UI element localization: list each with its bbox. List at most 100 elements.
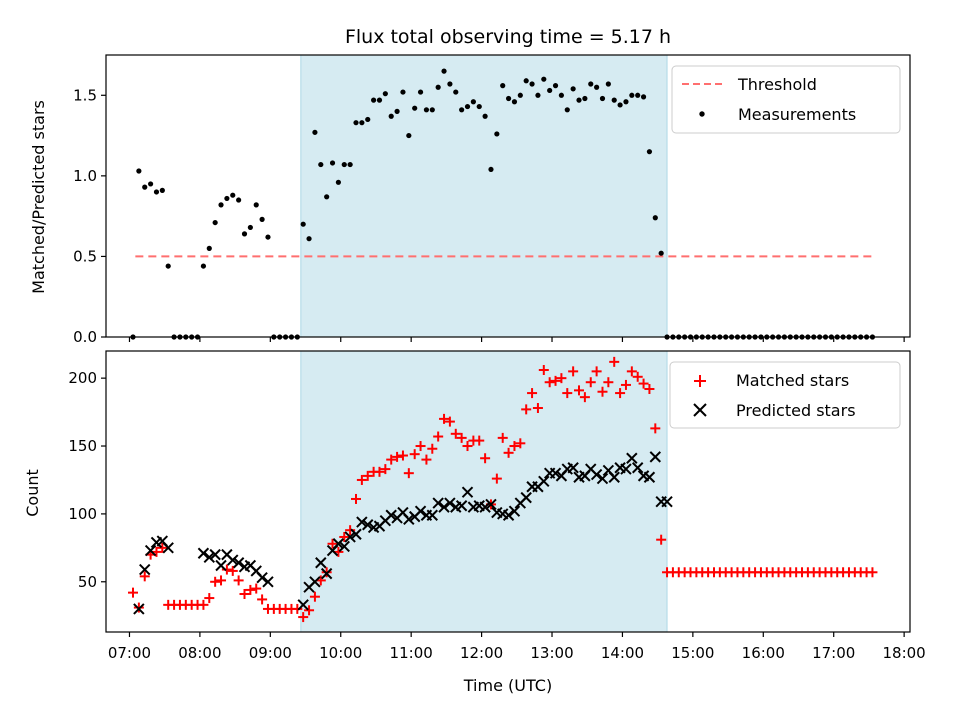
predicted-star-point — [620, 463, 632, 475]
top-y-ticks: 0.0 0.5 1.0 1.5 — [73, 86, 106, 346]
predicted-star-point — [649, 451, 662, 463]
predicted-star-point — [520, 491, 532, 504]
matched-star-point — [327, 538, 338, 549]
matched-star-point — [251, 583, 262, 594]
predicted-star-point — [426, 509, 439, 521]
measurement-point — [482, 113, 488, 119]
measurement-point — [423, 107, 430, 113]
predicted-star-point — [309, 576, 321, 588]
top-y-axis-label: Matched/Predicted stars — [29, 100, 48, 294]
matched-star-point — [221, 564, 232, 575]
measurement-point — [306, 236, 312, 242]
matched-star-point — [415, 441, 426, 452]
predicted-star-point — [444, 497, 456, 509]
measurement-point — [400, 89, 406, 95]
measurement-point — [324, 194, 330, 200]
matched-star-point — [351, 493, 362, 504]
measurement-point — [570, 86, 576, 92]
predicted-star-point — [414, 505, 427, 517]
matched-star-point — [456, 432, 467, 443]
x-tick-label: 15:00 — [671, 644, 714, 662]
legend-predicted-swatch — [693, 403, 707, 417]
measurement-point — [335, 179, 341, 185]
measurement-point — [494, 131, 500, 137]
matched-star-point — [556, 373, 567, 384]
matched-star-point — [356, 474, 367, 485]
matched-star-point — [127, 587, 138, 598]
predicted-star-point — [508, 505, 521, 517]
predicted-star-point — [162, 542, 174, 554]
measurement-point — [159, 187, 165, 193]
bottom-y-axis-label: Count — [23, 469, 42, 517]
predicted-star-point — [549, 467, 562, 479]
matched-star-point — [615, 388, 626, 399]
x-tick-label: 10:00 — [319, 644, 362, 662]
measurement-point — [441, 68, 447, 74]
predicted-star-point — [256, 571, 268, 584]
legend-measurement-swatch — [699, 111, 705, 117]
matched-star-point — [609, 356, 620, 367]
measurement-point — [635, 92, 641, 98]
predicted-star-point — [661, 495, 673, 508]
x-tick-label: 17:00 — [812, 644, 855, 662]
x-tick-label: 18:00 — [883, 644, 926, 662]
measurement-point — [447, 81, 453, 87]
matched-star-point — [638, 378, 649, 389]
predicted-star-point — [590, 468, 603, 481]
measurement-point — [212, 219, 218, 226]
measurement-point — [329, 160, 336, 166]
measurement-point — [224, 195, 230, 202]
measurement-point — [629, 92, 635, 98]
matched-star-point — [515, 438, 526, 449]
matched-star-point — [239, 588, 250, 599]
matched-star-point — [292, 603, 303, 614]
predicted-star-point — [385, 509, 397, 521]
bottom-shaded-span — [300, 350, 668, 633]
x-tick-label: 08:00 — [178, 644, 221, 662]
legend-matched-swatch — [694, 375, 706, 387]
measurement-point — [429, 107, 435, 113]
matched-star-point — [403, 468, 414, 479]
matched-star-point — [632, 371, 643, 382]
predicted-star-point — [356, 516, 368, 528]
measurement-point — [576, 97, 582, 103]
measurement-point — [588, 81, 594, 87]
x-tick-label: 13:00 — [530, 644, 573, 662]
legend-measurement-label: Measurements — [738, 105, 856, 124]
matched-star-points — [127, 356, 878, 623]
measurement-point — [529, 81, 535, 87]
matched-star-point — [527, 388, 538, 399]
measurement-point — [500, 83, 506, 89]
measurement-point — [253, 202, 259, 208]
bottom-axes-frame — [105, 350, 911, 633]
measurement-point — [517, 92, 523, 98]
predicted-star-point — [338, 540, 350, 553]
matched-star-point — [210, 576, 221, 587]
measurement-point — [558, 92, 565, 98]
measurement-point — [218, 202, 224, 208]
legend-predicted-label: Predicted stars — [736, 401, 856, 420]
predicted-star-point — [215, 559, 227, 572]
matched-star-point — [532, 403, 543, 414]
matched-star-point — [620, 379, 631, 390]
matched-star-point — [544, 377, 555, 388]
matched-star-point — [656, 534, 667, 545]
measurement-point — [453, 89, 459, 95]
measurement-point — [406, 132, 412, 139]
matched-star-point — [585, 377, 596, 388]
measurement-point — [552, 83, 559, 89]
measurement-point — [142, 184, 148, 190]
matched-star-point — [374, 466, 385, 477]
matched-star-point — [227, 565, 238, 576]
matched-star-point — [497, 432, 508, 443]
matched-star-point — [427, 443, 438, 454]
measurement-point — [599, 95, 606, 102]
top-panel: 0.0 0.5 1.0 1.5 Matched/Predicted stars Thr… — [29, 54, 911, 346]
matched-star-point — [450, 428, 461, 439]
predicted-star-point — [502, 509, 515, 521]
measurement-point — [230, 192, 236, 198]
measurement-point — [623, 99, 629, 105]
predicted-star-point — [432, 497, 444, 509]
measurement-point — [353, 120, 359, 126]
predicted-star-point — [403, 513, 415, 526]
